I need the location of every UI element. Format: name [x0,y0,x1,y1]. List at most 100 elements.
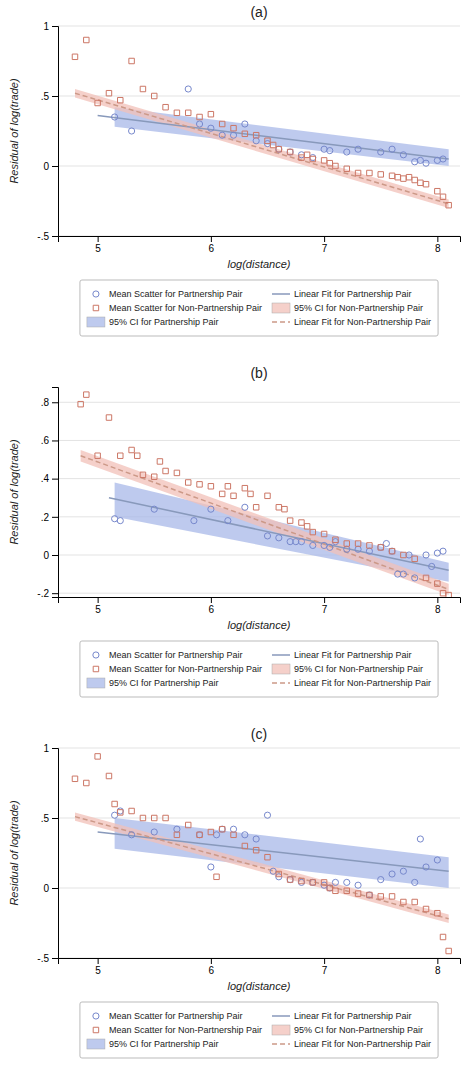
scatter-point [389,894,394,899]
scatter-point [395,174,400,179]
scatter-point [265,854,270,859]
legend-label: 95% CI for Non-Partnership Pair [294,1025,423,1035]
tick-mark [52,748,58,749]
tick: 8 [435,236,441,254]
scatter-point [208,829,213,834]
scatter-point [440,194,445,199]
scatter-point [174,826,180,832]
tick-mark [211,597,212,603]
scatter-point [367,892,372,897]
tick-label: -.5 [37,953,49,964]
legend-label: Mean Scatter for Non-Partnership Pair [109,664,262,674]
legend-swatch [87,678,105,688]
scatter-point [242,832,248,838]
tick-mark [52,958,58,959]
scatter-point [231,832,236,837]
tick: 0 [43,883,58,894]
scatter-point [327,885,333,891]
tick-label: 7 [322,243,328,254]
tick-label: .5 [41,91,50,102]
title: (a) [250,4,267,20]
scatter-point [355,546,361,552]
scatter-point [304,524,309,529]
tick-mark [211,236,212,242]
scatter-point [230,132,236,138]
title: (c) [251,726,267,742]
panel: 5678-.50.51log(distance)Residual of log(… [8,4,461,336]
legend-swatch [93,666,98,671]
scatter-point [299,520,304,525]
legend-label: Linear Fit for Non-Partnership Pair [294,678,431,688]
legend-label: 95% CI for Partnership Pair [109,1039,219,1049]
scatter-point [208,864,214,870]
scatter-point [389,548,394,553]
tick-mark [324,958,325,964]
legend-swatch [272,682,290,684]
scatter-point [400,571,406,577]
scatter-point [276,146,281,151]
scatter-point [174,470,179,475]
marks [72,754,451,954]
tick-label: 7 [322,604,328,615]
scatter-point [118,97,123,102]
legend-label: Linear Fit for Partnership Pair [294,650,412,660]
grid-line [58,166,460,167]
tick-mark [437,958,438,964]
scatter-point [242,504,248,510]
tick-label: 1 [43,743,49,754]
tick: .5 [41,813,58,824]
grid [58,402,460,593]
legend-item: Linear Fit for Non-Partnership Pair [272,317,431,327]
x-axis: 5678 [59,958,461,976]
plot-area: 5678-.50.51log(distance)Residual of log(… [8,743,461,992]
scatter-point [84,37,89,42]
legend-item: Mean Scatter for Non-Partnership Pair [93,303,262,313]
scatter-point [231,493,236,498]
axis-line [52,388,59,598]
scatter-point [157,459,162,464]
axis-line [52,27,59,237]
scatter-point [242,121,248,127]
scatter-point [242,485,247,490]
tick-label: 8 [435,243,441,254]
scatter-point [327,148,333,154]
scatter-point [225,518,231,524]
scatter-point [389,871,395,877]
y-axis-title: Residual of log(trade) [8,800,20,906]
fit-line [81,456,449,590]
scatter-point [118,453,123,458]
scatter-point [406,174,411,179]
scatter-point [106,90,111,95]
scatter-point [135,453,140,458]
scatter-point [95,754,100,759]
grid-line [58,888,460,889]
scatter-point [230,826,236,832]
scatter-point [406,552,412,558]
scatter-point [400,868,406,874]
scatter-point [446,202,451,207]
legend-label: 95% CI for Non-Partnership Pair [294,664,423,674]
scatter-point [196,121,202,127]
scatter-point [151,506,157,512]
legend-swatch [272,293,290,295]
fit-line [75,817,449,919]
legend-label: Mean Scatter for Partnership Pair [109,1011,243,1021]
tick: 0 [43,550,58,561]
scatter-point [197,832,202,837]
tick-label: 5 [95,243,101,254]
tick-mark [98,597,99,603]
tick: -.5 [37,231,58,242]
tick-mark [52,402,58,403]
x-axis: 5678 [59,597,461,615]
tick-label: 6 [209,604,215,615]
scatter-point [321,158,326,163]
tick: 6 [209,597,215,615]
scatter-point [389,146,395,152]
scatter-point [95,100,100,105]
scatter-point [417,836,423,842]
tick-label: .6 [41,435,50,446]
scatter-point [214,874,219,879]
scatter-point [287,518,292,523]
scatter-point [264,533,270,539]
x-axis-title: log(distance) [228,619,291,631]
